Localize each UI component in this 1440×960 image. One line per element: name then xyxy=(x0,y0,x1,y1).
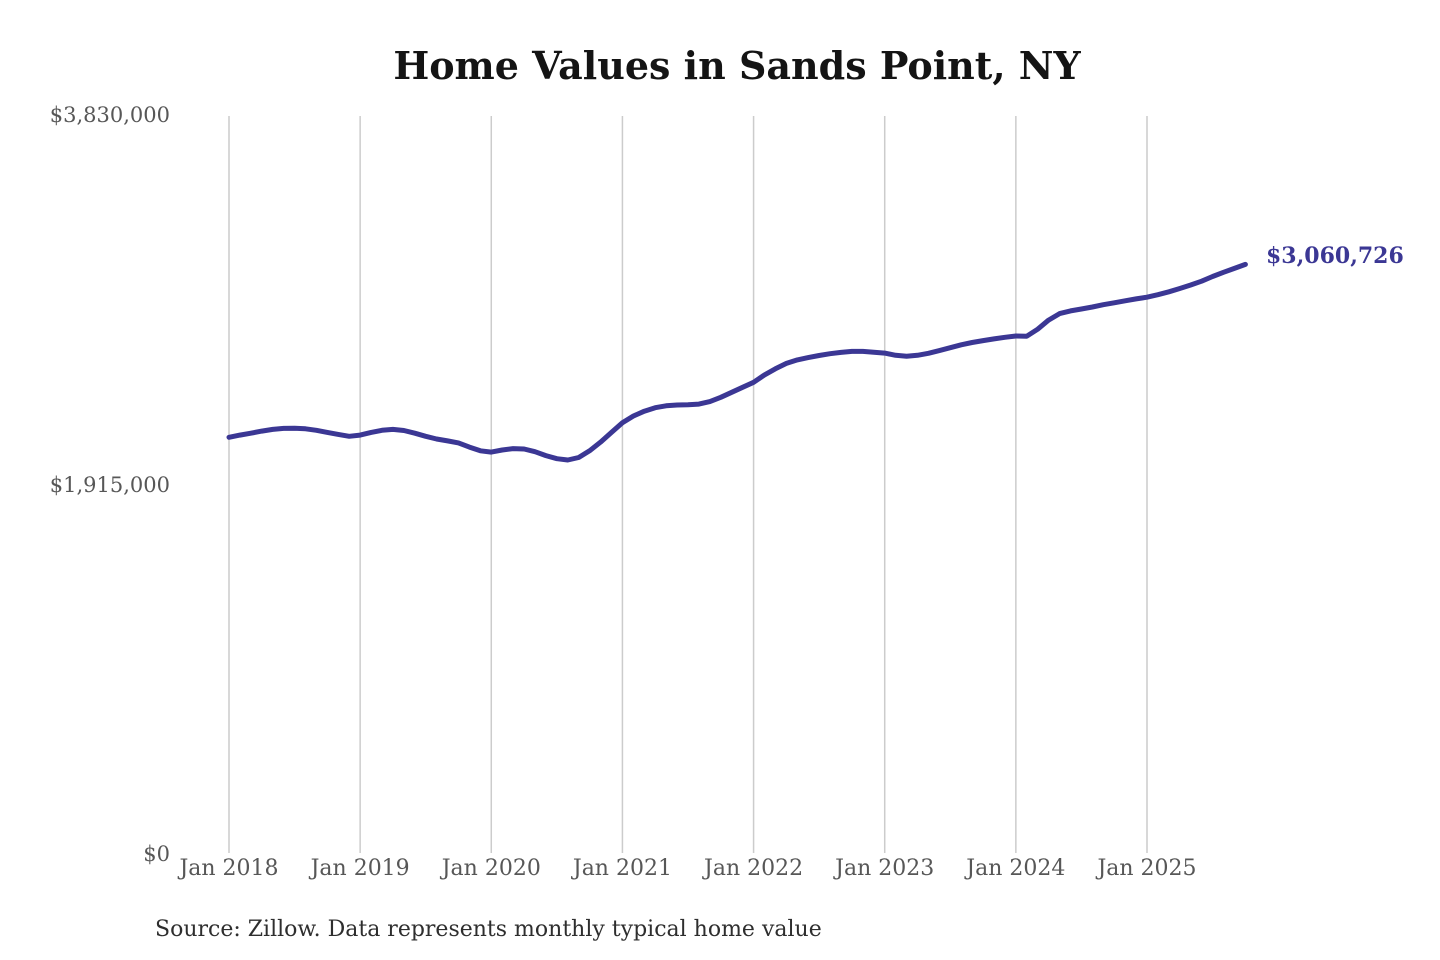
x-axis-label: Jan 2022 xyxy=(704,856,804,881)
x-axis-label: Jan 2018 xyxy=(179,856,279,881)
x-axis-label: Jan 2025 xyxy=(1097,856,1197,881)
x-axis-label: Jan 2019 xyxy=(310,856,410,881)
x-axis-label: Jan 2023 xyxy=(835,856,935,881)
latest-value-label: $3,060,726 xyxy=(1266,243,1404,269)
home-value-series-line xyxy=(226,261,1248,463)
x-axis-label: Jan 2021 xyxy=(572,856,672,881)
source-note: Source: Zillow. Data represents monthly … xyxy=(155,917,822,942)
x-axis-label: Jan 2020 xyxy=(441,856,541,881)
y-axis-label: $0 xyxy=(143,842,170,866)
y-axis-label: $1,915,000 xyxy=(49,472,170,497)
year-gridlines xyxy=(228,116,1148,853)
y-axis-label: $3,830,000 xyxy=(49,103,170,127)
x-axis-label: Jan 2024 xyxy=(966,856,1066,881)
chart-title: Home Values in Sands Point, NY xyxy=(393,43,1081,88)
